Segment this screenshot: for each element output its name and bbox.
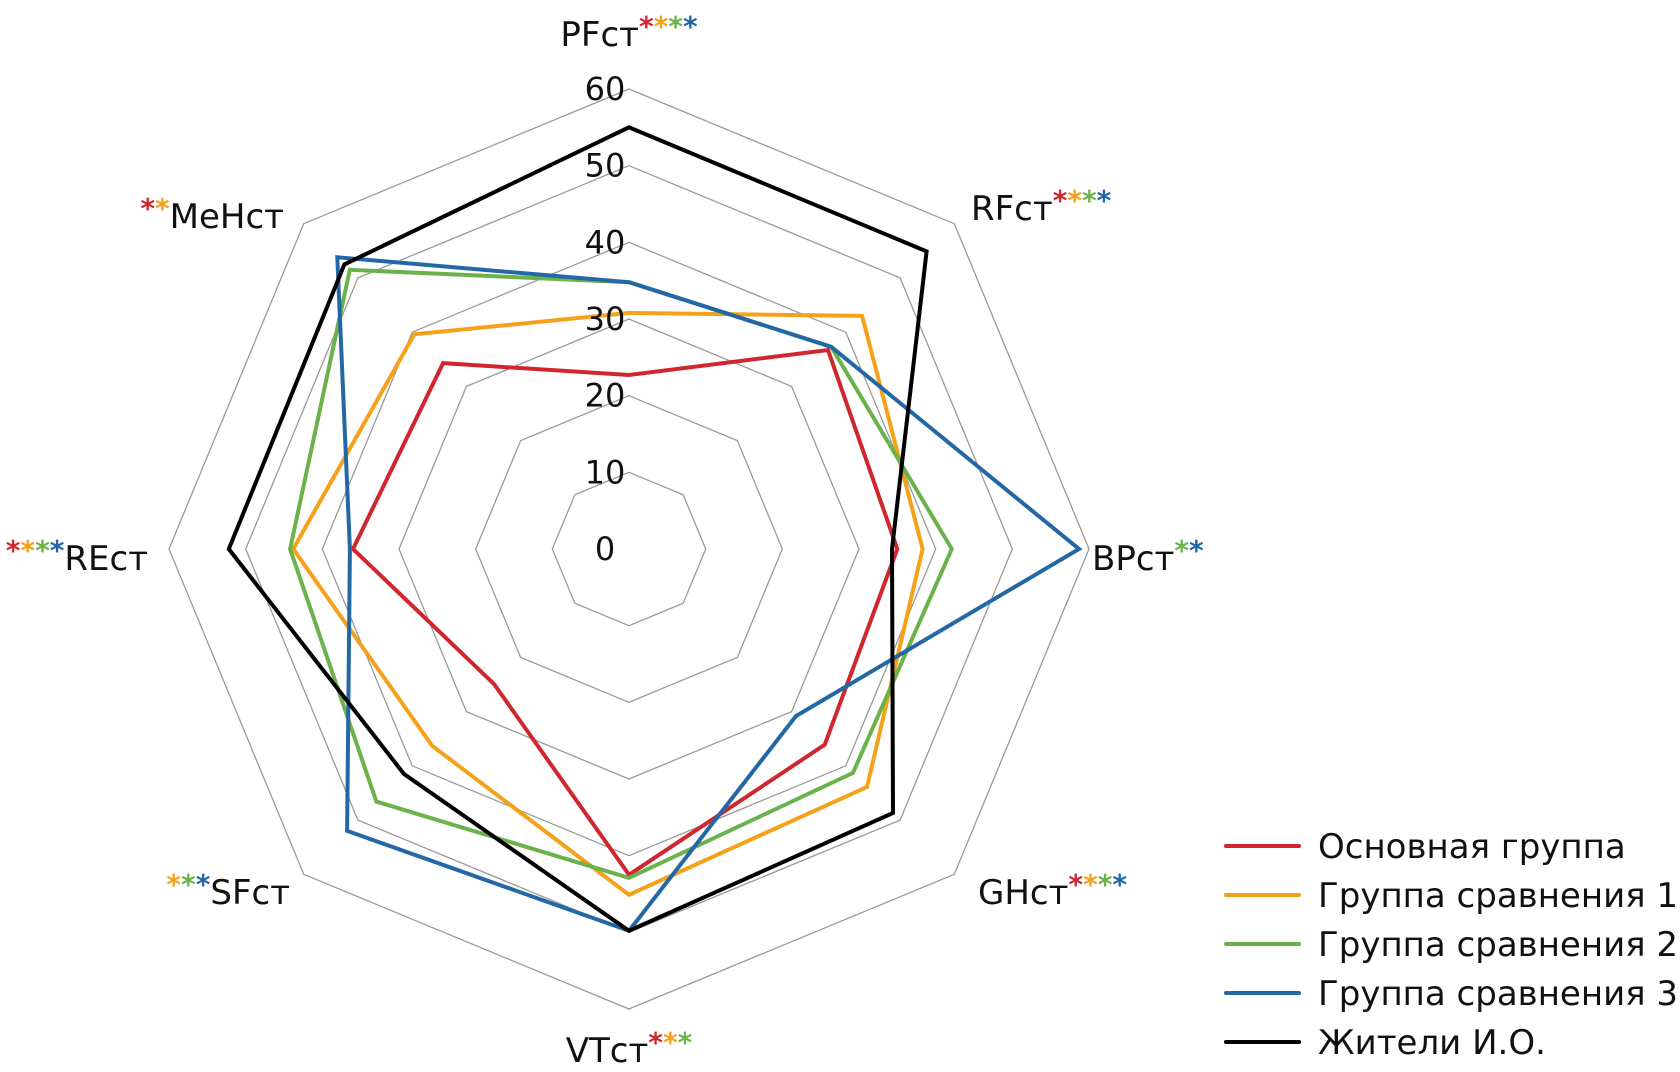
significance-star: * [1067, 184, 1082, 217]
legend-label: Основная группа [1318, 827, 1626, 867]
significance-star: * [1112, 868, 1127, 901]
significance-star: * [1098, 868, 1113, 901]
axis-label: PFст**** [560, 10, 698, 55]
significance-star: * [668, 10, 683, 43]
legend-item: Жители И.О. [1224, 1023, 1546, 1063]
series-line [350, 347, 900, 878]
axis-label-text: PFст [560, 15, 639, 55]
grid-ring [474, 394, 784, 704]
legend: Основная группа Группа сравнения 1 Группа … [1224, 827, 1678, 1063]
grid-ring [398, 318, 860, 780]
legend-item: Основная группа [1224, 827, 1626, 867]
significance-star: * [1174, 534, 1189, 567]
significance-star: * [639, 10, 654, 43]
tick-label: 20 [585, 377, 626, 415]
axis-label-text: MeНст [170, 197, 284, 237]
legend-label: Группа сравнения 2 [1318, 925, 1678, 965]
axis-label-text: RFст [971, 189, 1053, 229]
significance-star: * [1083, 868, 1098, 901]
significance-star: * [1189, 534, 1204, 567]
grid-ring [321, 241, 937, 857]
significance-star: * [663, 1026, 678, 1059]
tick-label: 0 [595, 530, 615, 568]
significance-star: * [654, 10, 669, 43]
significance-star: * [166, 868, 181, 901]
axis-label-text: GHст [978, 873, 1068, 913]
tick-label: 10 [585, 453, 626, 491]
legend-item: Группа сравнения 3 [1224, 974, 1678, 1014]
significance-star: * [683, 10, 698, 43]
significance-star: * [196, 868, 211, 901]
significance-star: * [50, 534, 65, 567]
legend-label: Жители И.О. [1318, 1023, 1546, 1063]
axis-label: RFст**** [971, 184, 1112, 229]
significance-star: * [20, 534, 35, 567]
radial-tick-labels: 0 10 20 30 40 50 60 [585, 70, 626, 568]
tick-label: 50 [585, 147, 626, 185]
series-line [335, 255, 1083, 934]
significance-star: * [140, 192, 155, 225]
axis-label: **MeНст [140, 192, 284, 237]
series-line [226, 125, 929, 934]
significance-star: * [6, 534, 21, 567]
axis-label: ****REст [6, 534, 148, 579]
axis-label-text: SFст [210, 873, 290, 913]
grid-ring [168, 88, 1090, 1010]
axis-label-text: BPст [1092, 539, 1174, 579]
legend-label: Группа сравнения 1 [1318, 876, 1678, 916]
series-lines [226, 125, 1083, 934]
significance-star: * [1053, 184, 1068, 217]
significance-star: * [181, 868, 196, 901]
legend-item: Группа сравнения 1 [1224, 876, 1678, 916]
axis-label: BPст** [1092, 534, 1204, 579]
series-line [288, 267, 955, 881]
significance-star: * [1068, 868, 1083, 901]
axis-label: GHст**** [978, 868, 1127, 913]
significance-star: * [35, 534, 50, 567]
axis-label-text: VTст [566, 1031, 649, 1071]
legend-label: Группа сравнения 3 [1318, 974, 1678, 1014]
significance-star: * [155, 192, 170, 225]
axis-label-text: REст [64, 539, 148, 579]
legend-item: Группа сравнения 2 [1224, 925, 1678, 965]
tick-label: 30 [585, 300, 626, 338]
significance-star: * [648, 1026, 663, 1059]
significance-star: * [1097, 184, 1112, 217]
axis-label: VTст*** [566, 1026, 693, 1071]
axis-labels: PFст****RFст****BPст**GHст****VTст******… [6, 10, 1204, 1071]
series-line [290, 310, 925, 898]
tick-label: 60 [585, 70, 626, 108]
significance-star: * [1082, 184, 1097, 217]
significance-star: * [678, 1026, 693, 1059]
grid-ring [551, 471, 707, 627]
axis-label: ***SFст [166, 868, 290, 913]
tick-label: 40 [585, 223, 626, 261]
